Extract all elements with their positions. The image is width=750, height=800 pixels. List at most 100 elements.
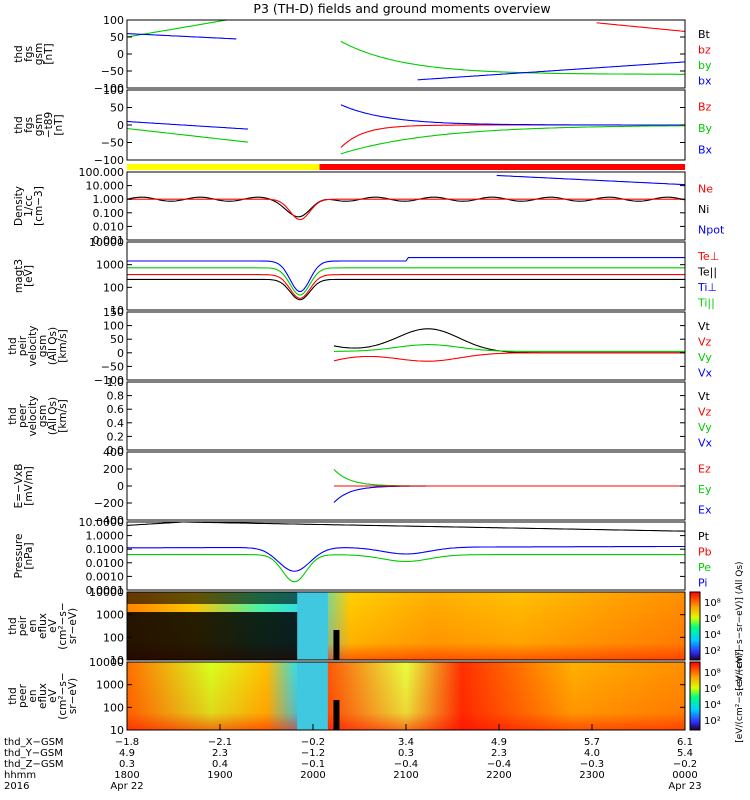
colorbar-tick-label: 10⁴	[704, 700, 721, 711]
panel-peer_spec: 10000 1000 100 10 thdpeerenefluxeV(cm²−s−sr−…	[7, 656, 686, 737]
panel-frame	[126, 19, 686, 89]
series-line-3	[333, 352, 685, 362]
x-tick-label: −0.4	[394, 759, 418, 770]
x-tick-label: −0.3	[580, 759, 604, 770]
y-axis-label-line: velocity	[27, 325, 39, 366]
y-tick-label: 1000	[96, 259, 124, 272]
y-axis-label-line: [nT]	[53, 114, 65, 135]
series-line-2	[127, 545, 685, 572]
x-tick-label: 2.3	[491, 748, 507, 759]
series-line-2	[126, 125, 685, 155]
y-tick-label: 0.0010	[86, 570, 125, 583]
y-axis-label-line: −t89	[43, 112, 55, 138]
x-axis-row-label: hhmm	[4, 770, 36, 781]
spectrogram-data-gap	[297, 592, 328, 660]
y-tick-label: 50	[110, 31, 124, 44]
y-tick-label: 1.0	[107, 376, 125, 389]
x-tick-label: 2200	[486, 770, 511, 781]
legend-Pt: Pt	[698, 530, 710, 543]
y-axis-label-line: 1/cc	[23, 195, 35, 217]
legend-Pe: Pe	[698, 561, 711, 574]
x-tick-label: 1900	[207, 770, 232, 781]
spectrogram-shading	[127, 662, 685, 730]
x-tick-label: 5.7	[584, 737, 600, 748]
colorbar-label: [eV/(cm²−s−sr−eV)] (All Qs)	[735, 561, 745, 690]
y-axis-label-line: Density	[13, 186, 25, 226]
y-tick-label: −100	[94, 374, 124, 387]
y-tick-label: 0.0001	[86, 584, 125, 597]
legend-Bt: Bt	[698, 28, 711, 41]
y-axis-label-line: peir	[17, 335, 29, 356]
legend-Ne: Ne	[698, 182, 713, 195]
y-axis-label-line: gsm	[37, 335, 49, 357]
y-axis-label-line: (All Qs)	[47, 397, 59, 435]
y-tick-label: 10.000	[86, 180, 125, 193]
panel-efield: 400 200 0 −200 −400 E=−VxB[mV/m] Ez Ey Ex	[13, 446, 712, 527]
spectrogram-fill-gap	[333, 630, 340, 660]
spectrogram-data-gap	[297, 662, 328, 730]
y-tick-label: 100	[103, 631, 124, 644]
legend-Ey: Ey	[698, 483, 712, 496]
x-axis-row-label: thd_Y−GSM	[4, 748, 63, 759]
y-tick-label: 200	[103, 463, 124, 476]
colorbar-tick-label: 10⁶	[704, 684, 721, 695]
spectrogram-fill-gap	[127, 612, 300, 660]
y-axis-label-line: (All Qs)	[47, 327, 59, 365]
y-axis-label-line: sr−eV)	[67, 678, 79, 714]
y-axis-label-line: [km/s]	[57, 329, 69, 363]
y-tick-label: 0.0	[107, 444, 125, 457]
y-axis-label-line: fgs	[23, 117, 35, 133]
panel-frame	[126, 311, 686, 381]
y-tick-label: 100	[103, 14, 124, 27]
y-tick-label: 10000	[89, 586, 124, 599]
y-axis-label-line: gsm	[33, 114, 45, 136]
y-tick-label: 0.001	[93, 234, 125, 247]
x-axis-row-label: thd_X−GSM	[4, 737, 64, 748]
y-axis-label-line: [eV]	[23, 265, 35, 287]
series-line-2	[333, 485, 685, 503]
panel-frame	[126, 171, 686, 241]
x-tick-label: 1800	[114, 770, 139, 781]
x-axis-row-label: 2016	[4, 781, 29, 792]
x-tick-label: 0.4	[212, 759, 228, 770]
series-line-3	[496, 174, 686, 186]
colorbar	[689, 661, 701, 731]
y-tick-label: 10	[110, 724, 124, 737]
x-tick-label: −0.2	[673, 759, 697, 770]
legend-Ex: Ex	[698, 504, 712, 517]
y-tick-label: 50	[110, 102, 124, 115]
series-line-4	[127, 278, 685, 301]
colorbar	[689, 591, 701, 661]
series-line-2	[126, 33, 686, 81]
y-tick-label: 0.010	[93, 220, 125, 233]
y-axis-label-line: thd	[7, 617, 19, 634]
y-axis-label-line: thd	[7, 687, 19, 704]
legend-Vt: Vt	[698, 390, 711, 403]
y-tick-label: 0.8	[107, 390, 125, 403]
legend-bx: bx	[698, 74, 712, 87]
y-axis-label-line: [km/s]	[57, 399, 69, 433]
series-line-1	[333, 328, 685, 354]
y-axis-label-line: eflux	[37, 613, 49, 639]
spectrogram-fill-gap	[333, 700, 340, 730]
colorbar-tick-label: 10²	[704, 646, 721, 657]
y-axis-label-line: peir	[17, 615, 29, 636]
panel-frame	[126, 381, 686, 451]
x-tick-label: −1.2	[301, 748, 325, 759]
y-axis-label-line: sr−eV)	[67, 608, 79, 644]
legend-Vx: Vx	[698, 436, 713, 449]
y-tick-label: 1000	[96, 609, 124, 622]
legend-Vy: Vy	[698, 421, 712, 434]
series-line-3	[126, 104, 685, 130]
panel-frame	[126, 241, 686, 311]
x-tick-label: 4.0	[584, 748, 600, 759]
y-axis-label-line: thd	[7, 407, 19, 424]
y-tick-label: 10.0000	[79, 516, 125, 529]
series-line-1	[333, 469, 685, 487]
series-line-1	[126, 196, 686, 218]
panel-frame	[126, 521, 686, 591]
panel-peir_spec: 10000 1000 100 10 thdpeirenefluxeV(cm²−s−sr−…	[7, 586, 686, 667]
y-axis-label-line: en	[27, 689, 39, 702]
